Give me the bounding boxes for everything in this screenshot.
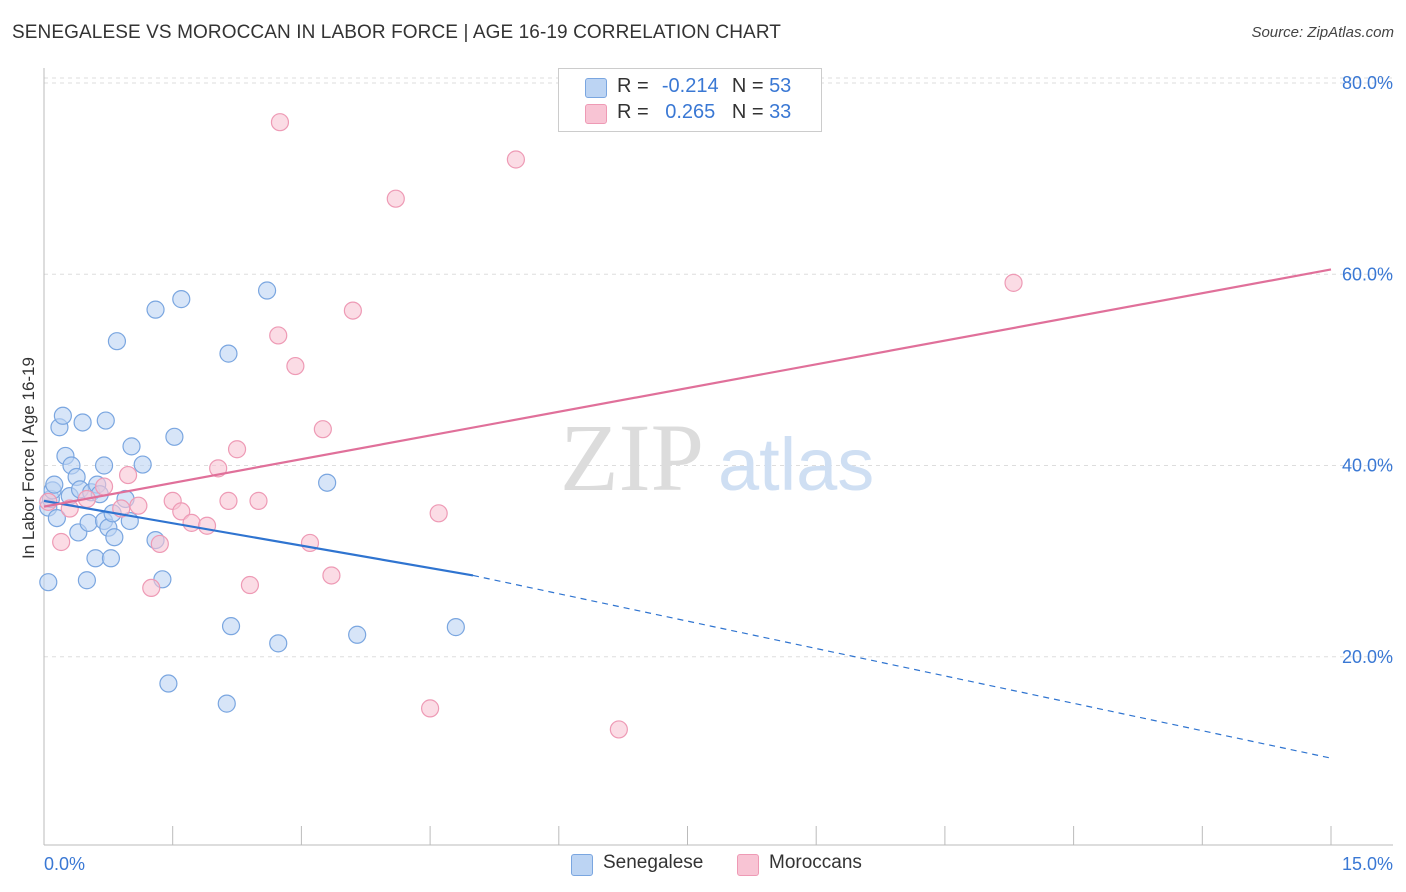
- legend-r-value-senegalese: -0.214: [661, 75, 719, 97]
- senegalese-point: [221, 617, 241, 636]
- moroccan-point: [322, 566, 341, 585]
- senegalese-point: [159, 674, 178, 693]
- senegalese-point: [217, 694, 236, 713]
- senegalese-point: [269, 634, 288, 653]
- y-tick-label: 40.0%: [1342, 456, 1393, 476]
- senegalese-point: [318, 473, 337, 492]
- moroccan-point: [142, 578, 161, 598]
- trend-lines: [43, 268, 1332, 759]
- moroccan-points: [39, 113, 1023, 739]
- moroccan-point: [209, 459, 228, 478]
- bottom-legend-swatch-moroccans: [737, 854, 759, 876]
- x-tick-label-max: 15.0%: [1342, 854, 1393, 874]
- grid-lines: [44, 77, 1393, 658]
- senegalese-point: [86, 549, 105, 568]
- moroccan-point: [609, 720, 628, 739]
- moroccan-point: [1004, 273, 1023, 292]
- legend-n-label: N =: [731, 101, 764, 123]
- moroccan-point: [240, 575, 260, 595]
- moroccan-point: [219, 491, 238, 510]
- moroccan-point: [172, 502, 191, 521]
- y-axis-label: In Labor Force | Age 16-19: [19, 357, 38, 559]
- moroccan-point: [313, 420, 332, 439]
- senegalese-point: [133, 455, 152, 474]
- axes: [43, 68, 1393, 846]
- y-tick-labels: 20.0% 40.0% 60.0% 80.0%: [1342, 73, 1393, 667]
- moroccan-point: [343, 301, 362, 320]
- moroccan-point: [129, 496, 148, 515]
- watermark-zip: ZIP: [560, 404, 704, 511]
- senegalese-point: [96, 411, 115, 430]
- legend-r-label: R =: [617, 75, 649, 97]
- senegalese-point: [45, 475, 64, 494]
- moroccan-point: [506, 150, 526, 169]
- source-label: Source: ZipAtlas.com: [1251, 24, 1394, 41]
- moroccan-point: [286, 356, 305, 376]
- bottom-legend-swatch-senegalese: [571, 854, 593, 876]
- senegalese-point: [172, 290, 191, 309]
- chart-title: SENEGALESE VS MOROCCAN IN LABOR FORCE | …: [12, 22, 782, 43]
- senegalese-point: [446, 618, 465, 637]
- y-tick-label: 80.0%: [1342, 73, 1393, 93]
- senegalese-point: [77, 571, 97, 590]
- x-tick-label-min: 0.0%: [44, 854, 85, 874]
- y-tick-label: 60.0%: [1342, 264, 1393, 284]
- senegalese-point: [146, 300, 165, 319]
- moroccan-point: [227, 440, 247, 459]
- legend-n-value-moroccans: 33: [769, 101, 792, 123]
- legend-swatch-senegalese: [585, 78, 607, 98]
- senegalese-point: [257, 281, 277, 300]
- senegalese-point: [47, 508, 66, 528]
- legend-n-label: N =: [731, 75, 764, 97]
- legend-n-value-senegalese: 53: [769, 75, 792, 97]
- senegalese-point: [219, 344, 238, 363]
- moroccan-point: [118, 465, 138, 485]
- senegalese-trendline: [43, 499, 474, 577]
- moroccan-point: [182, 513, 201, 532]
- senegalese-point: [107, 332, 127, 351]
- moroccan-point: [429, 504, 448, 523]
- senegalese-point: [73, 413, 92, 432]
- senegalese-point: [122, 437, 141, 456]
- senegalese-point: [101, 549, 121, 568]
- watermark: ZIP atlas: [560, 404, 874, 511]
- moroccan-point: [52, 532, 71, 552]
- senegalese-point: [79, 513, 98, 532]
- moroccan-trendline: [43, 268, 1332, 508]
- bottom-legend-label-moroccans: Moroccans: [769, 852, 862, 873]
- legend-r-value-moroccans: 0.265: [665, 101, 716, 123]
- senegalese-point: [94, 456, 114, 475]
- legend-r-label: R =: [617, 101, 649, 123]
- moroccan-point: [197, 516, 217, 535]
- moroccan-point: [386, 189, 405, 208]
- senegalese-point: [348, 625, 367, 644]
- watermark-atlas: atlas: [718, 423, 874, 506]
- moroccan-point: [270, 113, 290, 132]
- correlation-legend: R = -0.214 N = 53 R = 0.265 N = 33: [558, 68, 822, 132]
- moroccan-point: [249, 491, 268, 510]
- y-tick-label: 20.0%: [1342, 647, 1393, 667]
- moroccan-point: [421, 699, 440, 718]
- moroccan-point: [150, 534, 169, 554]
- bottom-legend-label-senegalese: Senegalese: [603, 852, 704, 873]
- senegalese-point: [165, 427, 184, 446]
- senegalese-point: [39, 573, 58, 592]
- senegalese-point: [105, 528, 124, 547]
- legend-swatch-moroccans: [585, 104, 607, 124]
- senegalese-point: [53, 406, 72, 425]
- moroccan-point: [269, 326, 288, 345]
- senegalese-trendline-extension: [472, 574, 1332, 759]
- moroccan-point: [94, 477, 114, 496]
